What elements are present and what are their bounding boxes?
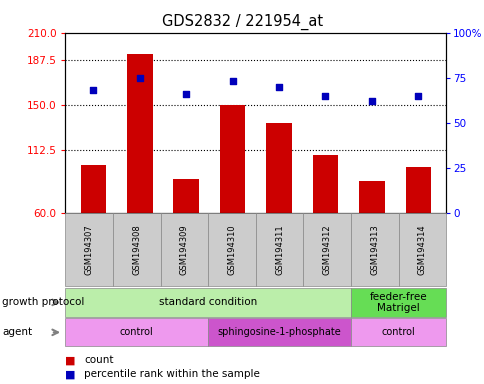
Text: count: count	[84, 355, 113, 365]
Text: ■: ■	[65, 369, 76, 379]
Point	[321, 93, 329, 99]
Text: control: control	[381, 327, 415, 338]
Text: agent: agent	[2, 327, 32, 338]
Point	[136, 74, 143, 81]
Bar	[80, 165, 106, 213]
Text: percentile rank within the sample: percentile rank within the sample	[84, 369, 259, 379]
Text: ■: ■	[65, 355, 76, 365]
Text: GSM194313: GSM194313	[370, 224, 378, 275]
Bar	[312, 156, 337, 213]
Text: growth protocol: growth protocol	[2, 297, 85, 308]
Text: control: control	[120, 327, 153, 338]
Text: GSM194308: GSM194308	[132, 224, 141, 275]
Text: GSM194309: GSM194309	[180, 224, 189, 275]
Text: GSM194312: GSM194312	[322, 224, 331, 275]
Bar	[127, 54, 152, 213]
Text: standard condition: standard condition	[159, 297, 257, 308]
Point	[182, 91, 190, 97]
Text: GSM194307: GSM194307	[85, 224, 93, 275]
Bar	[173, 179, 198, 213]
Text: sphingosine-1-phosphate: sphingosine-1-phosphate	[217, 327, 341, 338]
Bar	[405, 167, 430, 213]
Text: feeder-free
Matrigel: feeder-free Matrigel	[369, 291, 426, 313]
Point	[274, 84, 282, 90]
Point	[89, 87, 97, 93]
Text: GSM194310: GSM194310	[227, 224, 236, 275]
Bar	[359, 180, 384, 213]
Bar	[266, 123, 291, 213]
Bar	[219, 105, 245, 213]
Text: GSM194314: GSM194314	[417, 224, 426, 275]
Point	[367, 98, 375, 104]
Point	[228, 78, 236, 84]
Text: GDS2832 / 221954_at: GDS2832 / 221954_at	[162, 13, 322, 30]
Text: GSM194311: GSM194311	[274, 224, 284, 275]
Point	[414, 93, 422, 99]
